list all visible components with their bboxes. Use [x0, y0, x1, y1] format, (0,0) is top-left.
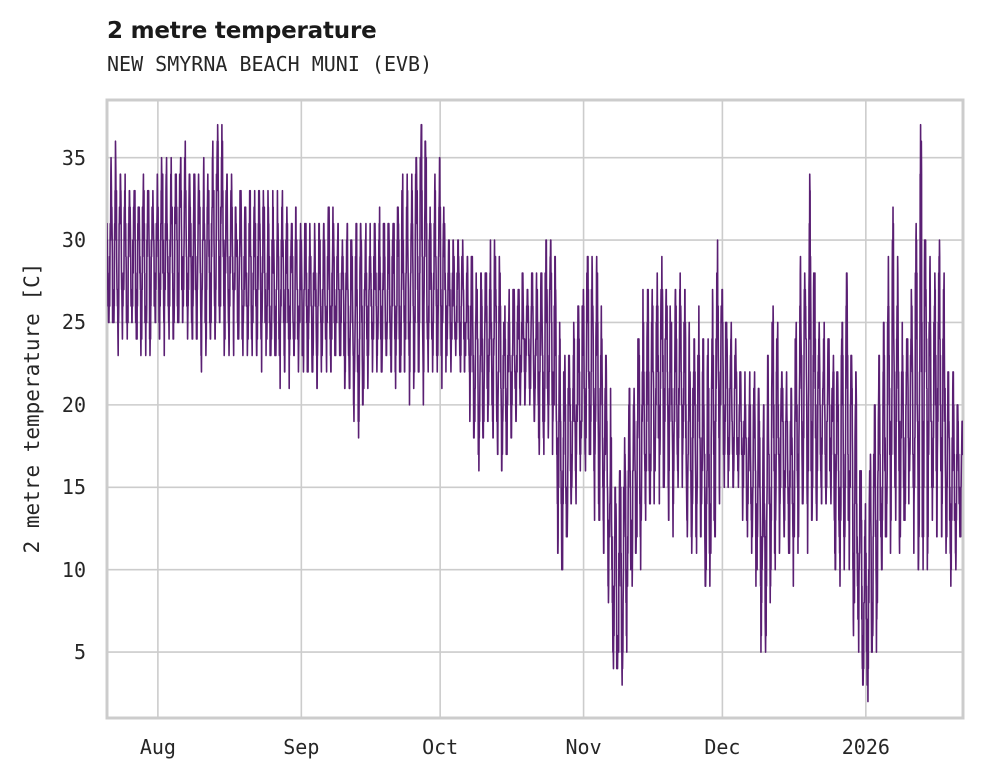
x-axis-tick-aug: Aug: [139, 735, 176, 759]
x-axis-tick-2026: 2026: [841, 735, 890, 759]
x-axis-tick-nov: Nov: [565, 735, 602, 759]
plot-border: [105, 98, 965, 720]
y-axis-tick-labels: 5 10 15 20 25 30 35: [30, 0, 86, 782]
temperature-series: [107, 123, 963, 703]
y-axis-tick-5: 5: [73, 640, 86, 665]
y-axis-tick-25: 25: [61, 310, 86, 335]
x-axis-tick-oct: Oct: [422, 735, 459, 759]
chart-title: 2 metre temperature: [107, 18, 377, 44]
chart-subtitle: NEW SMYRNA BEACH MUNI (EVB): [107, 52, 433, 76]
y-axis-tick-15: 15: [61, 475, 86, 500]
y-axis-tick-20: 20: [61, 392, 86, 417]
y-axis-tick-30: 30: [61, 228, 86, 253]
y-axis-tick-35: 35: [61, 145, 86, 170]
x-axis-tick-sep: Sep: [283, 735, 320, 759]
y-axis-tick-10: 10: [61, 557, 86, 582]
x-axis-tick-dec: Dec: [704, 735, 741, 759]
